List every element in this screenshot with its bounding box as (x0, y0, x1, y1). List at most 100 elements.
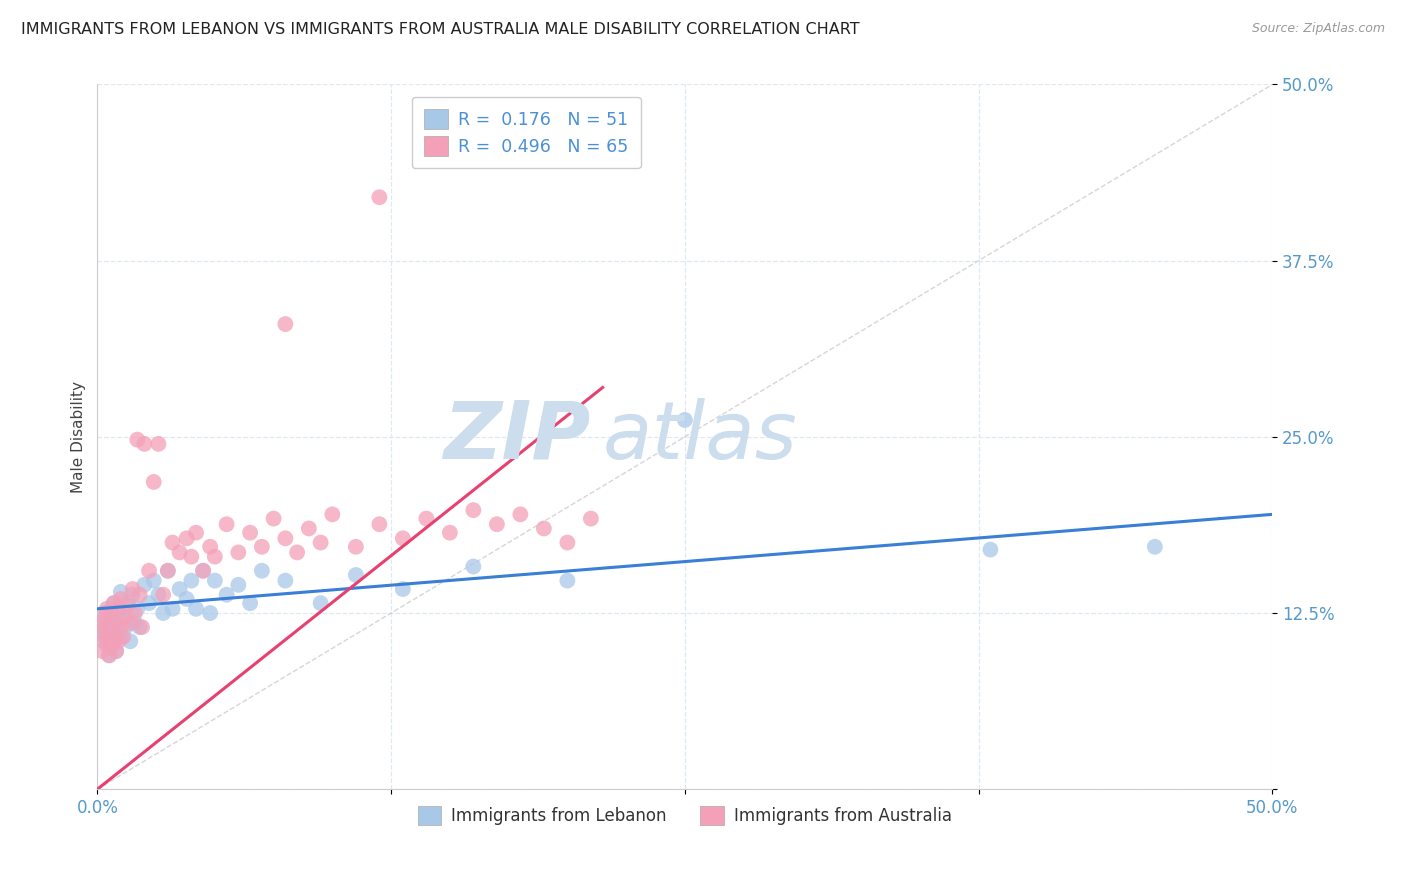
Point (98, 620, 121, 634)
Point (98, 648, 121, 663)
Point (148, 437, 170, 451)
Point (557, 535, 579, 549)
Point (112, 630, 135, 644)
Point (142, 475, 165, 489)
Point (392, 531, 415, 545)
Point (107, 602, 129, 616)
Point (105, 615, 128, 630)
Point (96, 602, 118, 616)
Point (121, 588, 143, 602)
Point (100, 606, 122, 620)
Point (263, 511, 285, 525)
Point (979, 542, 1001, 557)
Y-axis label: Male Disability: Male Disability (72, 381, 86, 493)
Point (191, 564, 214, 578)
Point (114, 620, 136, 634)
Point (127, 602, 149, 616)
Point (117, 599, 139, 613)
Point (191, 564, 214, 578)
Point (239, 525, 262, 540)
Point (96, 630, 118, 644)
Point (98, 648, 121, 663)
Point (344, 540, 367, 554)
Point (176, 591, 198, 606)
Point (344, 568, 367, 582)
Point (120, 615, 142, 630)
Point (100, 624, 122, 639)
Point (142, 574, 165, 588)
Point (107, 634, 129, 648)
Point (103, 596, 125, 610)
Point (368, 517, 391, 532)
Point (169, 545, 191, 559)
Point (180, 549, 202, 564)
Point (131, 620, 153, 634)
Point (198, 606, 221, 620)
Point (120, 634, 142, 648)
Point (162, 602, 184, 616)
Point (298, 521, 321, 535)
Point (309, 535, 332, 549)
Point (392, 582, 415, 596)
Text: Source: ZipAtlas.com: Source: ZipAtlas.com (1251, 22, 1385, 36)
Point (103, 630, 125, 644)
Legend: Immigrants from Lebanon, Immigrants from Australia: Immigrants from Lebanon, Immigrants from… (409, 797, 960, 834)
Point (156, 564, 179, 578)
Text: atlas: atlas (603, 398, 797, 475)
Point (100, 639, 122, 653)
Point (250, 564, 273, 578)
Point (110, 630, 132, 644)
Point (509, 508, 531, 522)
Point (134, 578, 156, 592)
Point (91, 644, 114, 658)
Point (156, 564, 179, 578)
Point (152, 588, 174, 602)
Point (228, 578, 250, 592)
Point (107, 606, 129, 620)
Point (274, 317, 297, 331)
Point (204, 549, 226, 564)
Point (103, 596, 125, 610)
Point (285, 545, 308, 559)
Point (239, 596, 262, 610)
Point (91, 615, 114, 630)
Point (93, 634, 115, 648)
Point (579, 511, 602, 525)
Point (93, 610, 115, 624)
Point (215, 517, 238, 532)
Point (114, 610, 136, 624)
Point (105, 615, 128, 630)
Point (110, 585, 132, 599)
Point (110, 620, 132, 634)
Point (124, 615, 146, 630)
Point (180, 574, 202, 588)
Point (228, 545, 250, 559)
Point (463, 503, 485, 517)
Point (127, 433, 149, 447)
Point (176, 531, 198, 545)
Point (439, 525, 461, 540)
Point (169, 582, 191, 596)
Point (152, 606, 174, 620)
Point (274, 531, 297, 545)
Point (138, 564, 160, 578)
Point (112, 610, 135, 624)
Point (463, 559, 485, 574)
Point (321, 508, 343, 522)
Point (107, 627, 129, 641)
Point (215, 588, 238, 602)
Point (105, 644, 128, 658)
Point (204, 574, 226, 588)
Point (91, 620, 114, 634)
Point (415, 511, 437, 525)
Text: ZIP: ZIP (443, 398, 591, 475)
Point (274, 574, 297, 588)
Point (110, 591, 132, 606)
Point (128, 588, 150, 602)
Point (309, 596, 332, 610)
Point (103, 634, 125, 648)
Point (96, 639, 118, 653)
Point (557, 574, 579, 588)
Point (128, 620, 150, 634)
Point (184, 602, 207, 616)
